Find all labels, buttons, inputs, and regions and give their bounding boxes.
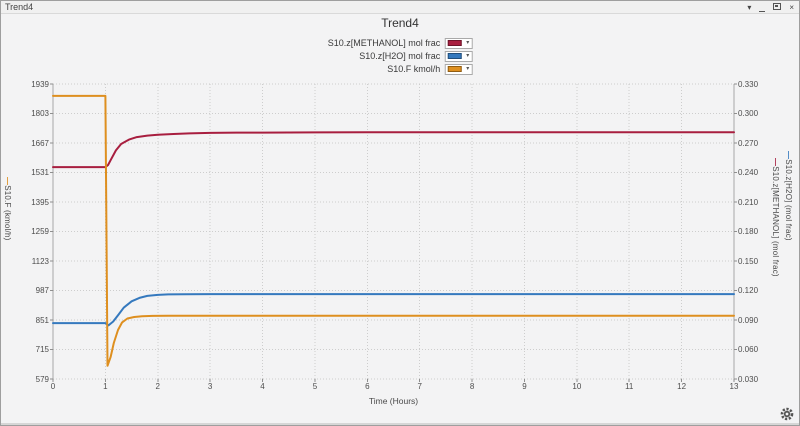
settings-gear-button[interactable] [780, 407, 794, 421]
window-titlebar[interactable]: Trend4 ▾ × [1, 1, 799, 14]
x-axis-tick-label: 1 [103, 382, 108, 391]
right-axis-tick-label: 0.300 [738, 109, 759, 118]
left-axis-tick-label: 987 [35, 286, 49, 295]
legend-item: S10.F kmol/h ▾ [328, 63, 473, 75]
legend-color-swatch [447, 53, 462, 59]
legend-color-dropdown-button[interactable]: ▾ [444, 37, 473, 49]
x-axis-tick-label: 7 [417, 382, 422, 391]
chart-legend: S10.z[METHANOL] mol frac ▾ S10.z[H2O] mol … [328, 37, 473, 75]
left-axis-tick-label: 1803 [31, 109, 49, 118]
right-axis-tick-label: 0.030 [738, 374, 759, 384]
left-axis-tick-label: 1667 [31, 138, 49, 148]
left-axis-tick-label: 579 [35, 374, 49, 384]
left-axis-tick-label: 715 [35, 345, 49, 354]
x-axis-tick-label: 11 [625, 382, 634, 391]
legend-item: S10.z[H2O] mol frac ▾ [328, 50, 473, 62]
left-axis-tick-label: 1531 [31, 168, 49, 177]
right-axis-tick-label: 0.120 [738, 286, 759, 295]
left-axis-tick-label: 1395 [31, 197, 49, 207]
right-axis-tick-label: 0.060 [738, 345, 759, 354]
right-axis-tick-label: 0.090 [738, 315, 759, 325]
x-axis-tick-label: 10 [572, 382, 582, 391]
x-axis-tick-label: 2 [155, 382, 160, 391]
left-axis-color-dash: — [3, 177, 12, 186]
legend-color-dropdown-button[interactable]: ▾ [444, 63, 473, 75]
float-window-icon [773, 3, 782, 10]
left-axis-tick-label: 1939 [31, 79, 49, 89]
legend-item-label: S10.z[METHANOL] mol frac [327, 38, 441, 48]
x-axis-tick-label: 3 [207, 382, 213, 391]
window-controls: ▾ × [747, 1, 794, 14]
left-axis-tick-label: 1259 [31, 227, 49, 236]
bottom-edge [1, 423, 799, 425]
left-axis-title-text: S10.F (kmol/h) [3, 185, 12, 241]
left-axis-tick-label: 1123 [31, 256, 49, 266]
right-axis-title-methanol: —S10.z[METHANOL] (mol frac) [771, 158, 780, 277]
legend-item: S10.z[METHANOL] mol frac ▾ [328, 37, 473, 49]
series-line-s10-z-h2o-mol-frac [52, 293, 735, 327]
series-line-s10-f-kmol-h [52, 94, 735, 367]
h2o-axis-color-dash: — [784, 151, 793, 160]
right-axis-tick-label: 0.330 [738, 79, 759, 89]
float-window-button[interactable] [773, 3, 782, 12]
x-axis-tick-label: 5 [312, 382, 318, 391]
legend-color-swatch [447, 66, 462, 72]
gear-icon [780, 407, 794, 421]
window-title: Trend4 [5, 2, 34, 12]
x-axis-tick-label: 9 [522, 382, 527, 391]
methanol-axis-title-text: S10.z[METHANOL] (mol frac) [771, 166, 780, 277]
x-axis-tick-label: 6 [365, 382, 370, 391]
legend-color-swatch [447, 40, 462, 46]
legend-item-label: S10.z[H2O] mol frac [359, 51, 441, 61]
x-axis-tick-label: 12 [677, 382, 687, 391]
h2o-axis-title-text: S10.z[H2O] (mol frac) [784, 159, 793, 241]
chart-title: Trend4 [381, 16, 419, 30]
x-axis-tick-label: 13 [729, 382, 739, 391]
chevron-down-icon: ▾ [466, 40, 470, 46]
legend-color-dropdown-button[interactable]: ▾ [444, 50, 473, 62]
series-line-s10-z-methanol-mol-frac [52, 131, 735, 169]
x-axis-title: Time (Hours) [368, 396, 419, 406]
right-axis-tick-label: 0.180 [738, 227, 759, 236]
right-axis-tick-label: 0.240 [738, 168, 759, 177]
chevron-down-icon: ▾ [466, 66, 470, 72]
dropdown-menu-button[interactable]: ▾ [747, 2, 752, 12]
x-axis-tick-label: 0 [50, 382, 56, 391]
close-button[interactable]: × [789, 2, 794, 12]
right-axis-tick-label: 0.150 [738, 256, 759, 266]
legend-item-label: S10.F kmol/h [387, 64, 441, 74]
right-axis-tick-label: 0.270 [738, 138, 759, 148]
chevron-down-icon: ▾ [466, 53, 470, 59]
right-axis-title-h2o: —S10.z[H2O] (mol frac) [784, 151, 793, 241]
right-axis-tick-label: 0.210 [738, 197, 759, 207]
minimize-icon [759, 10, 766, 12]
x-axis-tick-label: 4 [260, 382, 265, 391]
methanol-axis-color-dash: — [771, 158, 780, 167]
left-axis-title: —S10.F (kmol/h) [3, 177, 12, 240]
x-axis-tick-label: 8 [469, 382, 475, 391]
minimize-button[interactable] [759, 4, 766, 12]
left-axis-tick-label: 851 [35, 315, 49, 325]
